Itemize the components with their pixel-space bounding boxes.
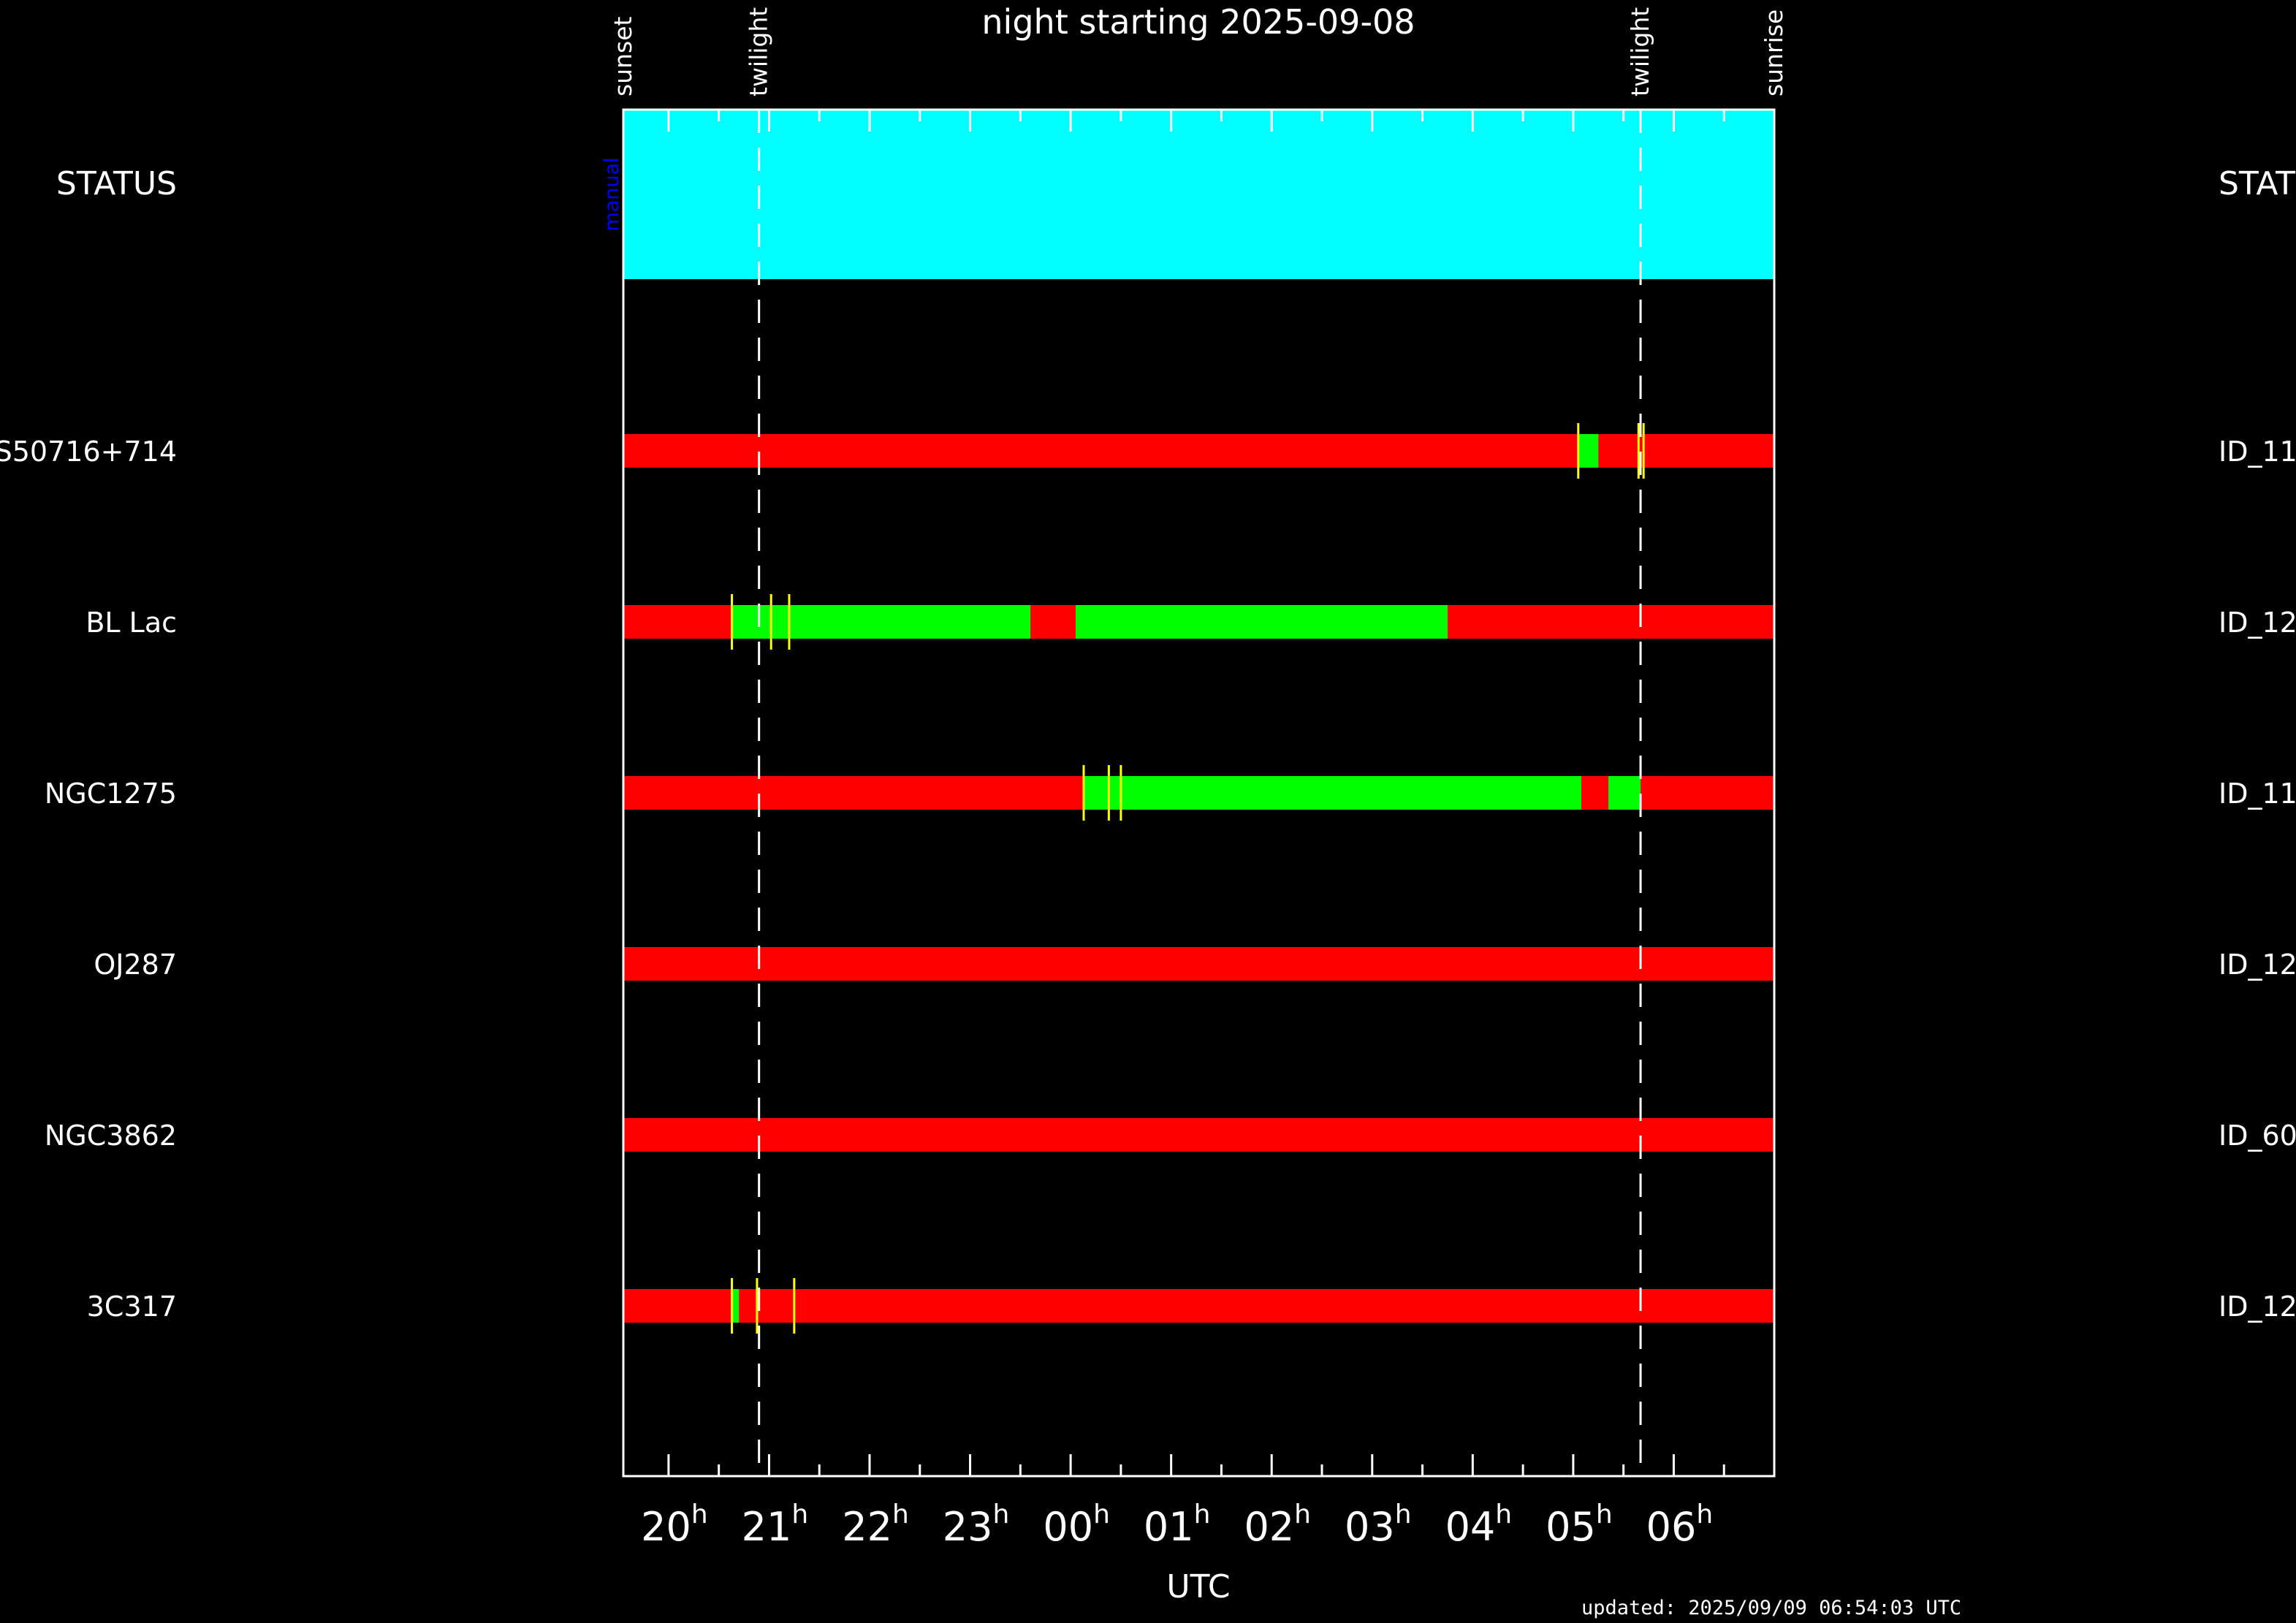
status-band: [623, 110, 1774, 279]
observable-segment: [1075, 605, 1448, 639]
target-name: NGC1275: [45, 778, 177, 810]
chart-title: night starting 2025-09-08: [981, 2, 1415, 42]
x-tick-label: 22h: [842, 1500, 909, 1550]
event-label: sunrise: [1760, 9, 1788, 96]
x-tick-label: 21h: [742, 1500, 809, 1550]
unobservable-bar: [623, 1118, 1774, 1152]
status-label-right: STATUS: [2219, 165, 2296, 202]
target-rows: S50716+714 ID_11 BL Lac ID_12 NGC1275 ID_11 OJ…: [0, 423, 2296, 1334]
target-name: BL Lac: [85, 607, 177, 639]
target-name: NGC3862: [45, 1120, 177, 1152]
status-label: STATUS: [56, 165, 177, 202]
target-id: ID_12: [2219, 1291, 2296, 1323]
observable-segment: [731, 605, 1031, 639]
target-name: 3C317: [87, 1291, 177, 1323]
x-axis: 20h 21h 22h 23h 00h 01h 02h 03h 04h 05h 06h: [641, 110, 1776, 1550]
x-tick-label: 02h: [1244, 1500, 1311, 1550]
unobservable-bar: [623, 434, 1774, 468]
target-id: ID_11: [2219, 778, 2296, 810]
plot-frame: [622, 108, 1776, 1478]
x-tick-label: 04h: [1445, 1500, 1513, 1550]
updated-timestamp: updated: 2025/09/09 06:54:03 UTC: [1581, 1597, 1961, 1619]
target-row: OJ287 ID_12: [94, 947, 2296, 981]
x-tick-label: 00h: [1043, 1500, 1110, 1550]
event-label: twilight: [745, 7, 773, 96]
target-row: S50716+714 ID_11: [0, 423, 2296, 479]
x-tick-label: 01h: [1144, 1500, 1211, 1550]
target-id: ID_11: [2219, 436, 2296, 468]
x-tick-label: 05h: [1546, 1500, 1613, 1550]
target-id: ID_60: [2219, 1120, 2296, 1152]
observable-segment: [731, 1289, 740, 1323]
status-panel: STATUS STATUS manual: [56, 110, 2296, 279]
x-tick-label: 03h: [1345, 1500, 1412, 1550]
x-axis-label: UTC: [1166, 1568, 1230, 1605]
observable-segment: [1084, 776, 1581, 810]
target-name: S50716+714: [0, 436, 177, 468]
event-lines: sunset twilight twilight sunrise: [609, 7, 1788, 1476]
event-label: sunset: [609, 16, 637, 96]
x-tick-label: 06h: [1646, 1500, 1714, 1550]
unobservable-bar: [623, 1289, 1774, 1323]
target-row: NGC3862 ID_60: [45, 1118, 2296, 1152]
target-name: OJ287: [94, 949, 177, 981]
target-row: BL Lac ID_12: [85, 594, 2296, 650]
observable-segment: [1578, 434, 1599, 468]
unobservable-bar: [623, 947, 1774, 981]
observable-segment: [1608, 776, 1641, 810]
event-label: twilight: [1626, 7, 1654, 96]
target-row: 3C317 ID_12: [87, 1278, 2296, 1334]
x-tick-label: 23h: [943, 1500, 1010, 1550]
x-tick-label: 20h: [641, 1500, 708, 1550]
target-id: ID_12: [2219, 607, 2296, 639]
target-row: NGC1275 ID_11: [45, 765, 2296, 821]
target-id: ID_12: [2219, 949, 2296, 981]
status-mode: manual: [601, 157, 623, 231]
